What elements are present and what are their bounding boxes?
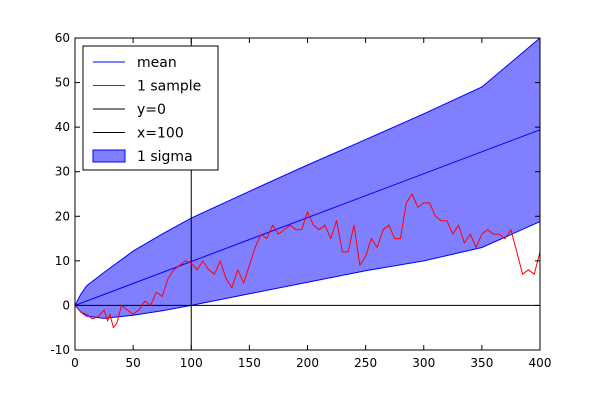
- x-tick-label: 300: [412, 356, 435, 370]
- y-tick-label: -10: [50, 343, 70, 357]
- x-tick-label: 400: [529, 356, 552, 370]
- y-tick-label: 60: [55, 31, 70, 45]
- y-tick-label: 0: [62, 298, 70, 312]
- legend-swatch-sigma: [92, 149, 126, 163]
- legend-label: y=0: [137, 102, 166, 118]
- mean-line: [75, 129, 540, 306]
- x-tick-label: 250: [354, 356, 377, 370]
- legend-label: x=100: [137, 126, 184, 142]
- legend: mean 1 sample y=0 x=100 1 sigma: [82, 45, 219, 171]
- legend-label: 1 sigma: [137, 149, 193, 165]
- y-tick-label: 10: [55, 254, 70, 268]
- plot-area: [75, 38, 540, 350]
- y-tick-label: 40: [55, 120, 70, 134]
- legend-label: 1 sample: [137, 79, 201, 95]
- x-tick-label: 50: [125, 356, 140, 370]
- y-tick-label: 20: [55, 209, 70, 223]
- x-tick-label: 0: [71, 356, 79, 370]
- x-tick-label: 100: [180, 356, 203, 370]
- x-tick-label: 200: [296, 356, 319, 370]
- plot-content: [75, 38, 540, 350]
- x-tick-label: 350: [470, 356, 493, 370]
- sample-line: [75, 193, 540, 329]
- y-tick-label: 30: [55, 165, 70, 179]
- y-tick-label: 50: [55, 76, 70, 90]
- x-tick-label: 150: [238, 356, 261, 370]
- legend-label: mean: [137, 55, 177, 71]
- legend-box: [82, 45, 219, 171]
